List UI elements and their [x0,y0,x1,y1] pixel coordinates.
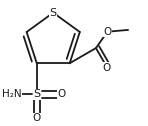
Text: O: O [33,113,41,123]
Text: O: O [103,27,112,37]
Text: O: O [57,89,65,99]
Text: S: S [33,89,40,99]
Text: S: S [50,8,57,18]
Text: H₂N: H₂N [2,89,21,99]
Text: O: O [102,63,110,73]
